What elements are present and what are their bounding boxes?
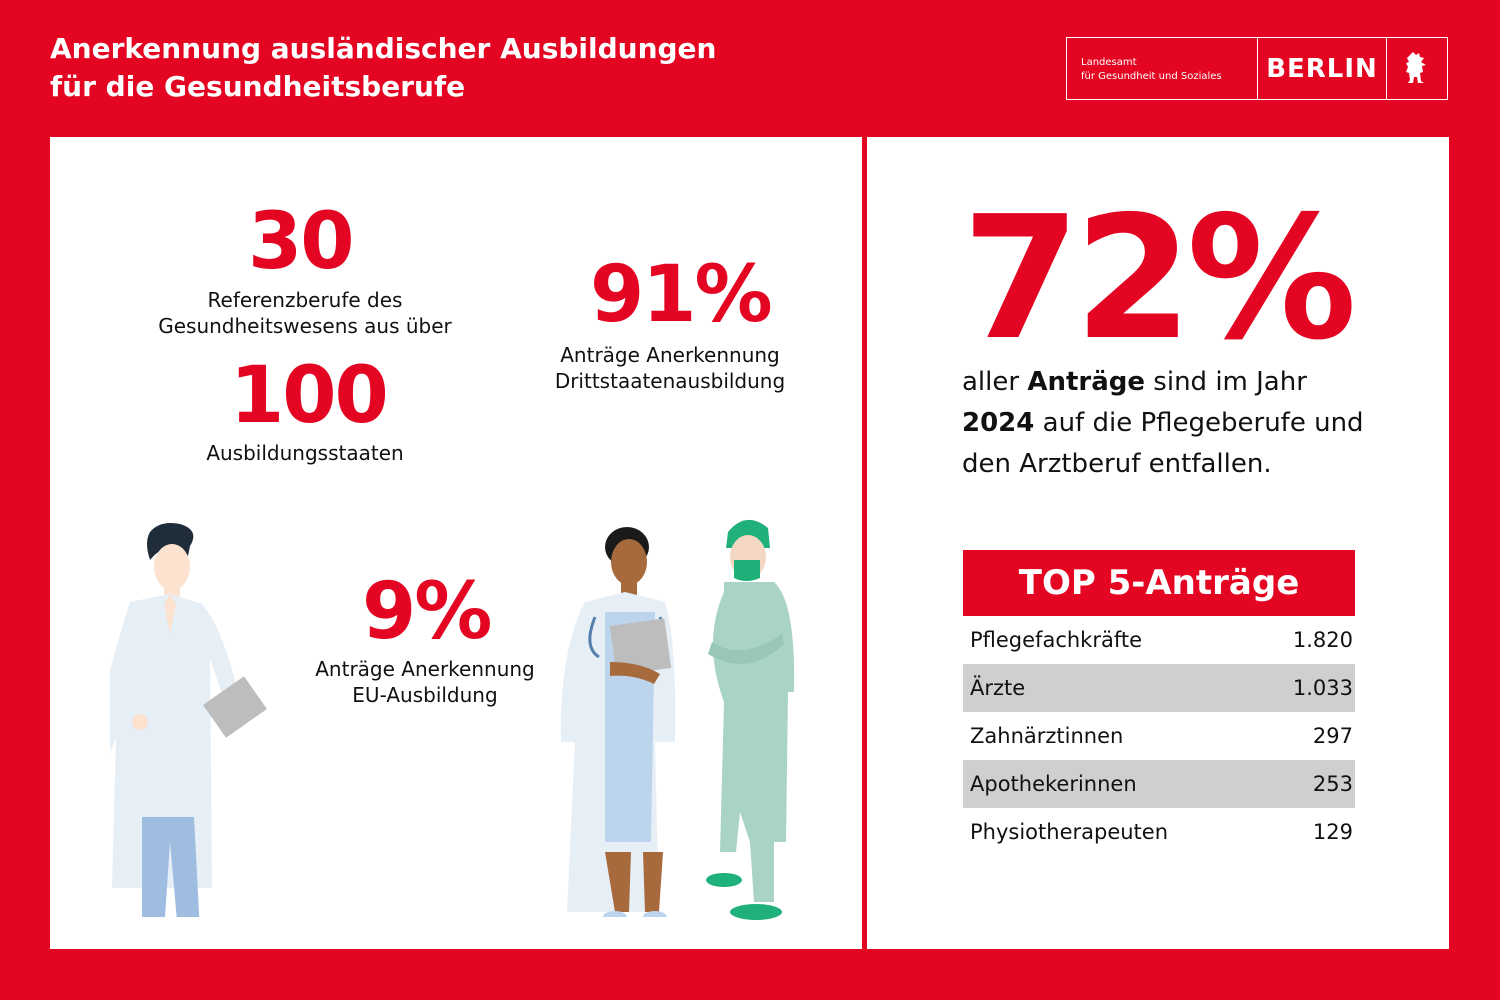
row-value: 129: [1312, 820, 1353, 844]
logo-agency-line-2: für Gesundheit und Soziales: [1081, 71, 1222, 82]
stat-9-caption-line-1: Anträge Anerkennung: [315, 657, 535, 681]
top5-title: TOP 5-Anträge: [963, 550, 1355, 616]
stat-91-value: 91%: [590, 250, 773, 340]
sentence-bold-2: 2024: [962, 408, 1035, 438]
stat-91-caption-line-1: Anträge Anerkennung: [560, 343, 780, 367]
row-label: Apothekerinnen: [970, 772, 1137, 796]
sentence-part-3: auf die Pflegeberufe und den Arztberuf e…: [962, 408, 1364, 479]
page-title: Anerkennung ausländischer Ausbildungen f…: [50, 30, 716, 106]
title-line-1: Anerkennung ausländischer Ausbildungen: [50, 32, 717, 65]
stat-9-value: 9%: [362, 567, 492, 657]
row-label: Zahnärztinnen: [970, 724, 1124, 748]
stat-30-caption-line-1: Referenzberufe des: [207, 288, 403, 312]
row-value: 253: [1312, 772, 1353, 796]
logo-agency-line-1: Landesamt: [1081, 57, 1137, 68]
berlin-bear-icon: [1387, 38, 1447, 99]
sentence-part-2: sind im Jahr: [1145, 367, 1307, 397]
doctor-illustration: [110, 523, 267, 917]
row-value: 1.033: [1292, 676, 1353, 700]
row-label: Physiotherapeuten: [970, 820, 1169, 844]
table-row: Apothekerinnen 253: [963, 760, 1355, 808]
title-line-2: für die Gesundheitsberufe: [50, 70, 466, 103]
top5-table: TOP 5-Anträge Pflegefachkräfte 1.820 Ärz…: [963, 550, 1355, 856]
berlin-logo: Landesamt für Gesundheit und Soziales BE…: [1066, 37, 1448, 100]
surgeon-illustration: [706, 519, 795, 920]
sentence-part-1: aller: [962, 367, 1028, 397]
table-row: Physiotherapeuten 129: [963, 808, 1355, 856]
stat-9-caption-line-2: EU-Ausbildung: [352, 683, 498, 707]
left-panel: 30 Referenzberufe des Gesundheitswesens …: [50, 137, 862, 949]
logo-agency: Landesamt für Gesundheit und Soziales: [1067, 38, 1258, 99]
stat-30-caption: Referenzberufe des Gesundheitswesens aus…: [150, 287, 460, 339]
stat-9-caption: Anträge Anerkennung EU-Ausbildung: [300, 656, 550, 708]
row-label: Ärzte: [970, 676, 1026, 700]
row-label: Pflegefachkräfte: [970, 628, 1143, 652]
stat-100-caption: Ausbildungsstaaten: [206, 441, 404, 465]
logo-city: BERLIN: [1258, 38, 1387, 99]
table-row: Pflegefachkräfte 1.820: [963, 616, 1355, 664]
row-value: 297: [1312, 724, 1353, 748]
sentence-bold-1: Anträge: [1027, 367, 1146, 397]
female-doctor-illustration: [560, 527, 676, 917]
stat-100-value: 100: [230, 351, 389, 441]
right-panel: 72% aller Anträge sind im Jahr 2024 auf …: [867, 137, 1449, 949]
stat-30-caption-line-2: Gesundheitswesens aus über: [158, 314, 452, 338]
row-value: 1.820: [1292, 628, 1353, 652]
stat-91-caption-line-2: Drittstaatenausbildung: [554, 369, 786, 393]
stat-30-value: 30: [248, 197, 355, 287]
table-row: Zahnärztinnen 297: [963, 712, 1355, 760]
stat-91-caption: Anträge Anerkennung Drittstaatenausbildu…: [530, 342, 810, 394]
summary-sentence: aller Anträge sind im Jahr 2024 auf die …: [962, 362, 1382, 485]
table-row: Ärzte 1.033: [963, 664, 1355, 712]
big-percentage: 72%: [962, 180, 1357, 378]
